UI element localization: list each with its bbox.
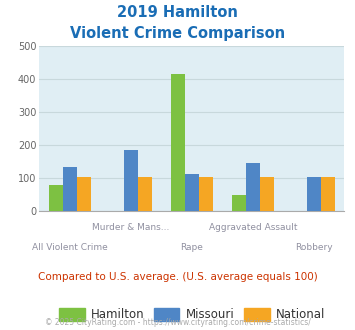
Bar [124, 150, 138, 211]
Bar [77, 177, 91, 211]
Bar [307, 177, 321, 211]
Text: Robbery: Robbery [295, 243, 333, 251]
Bar [246, 163, 260, 211]
Text: Aggravated Assault: Aggravated Assault [208, 223, 297, 232]
Text: All Violent Crime: All Violent Crime [32, 243, 108, 251]
Bar [185, 174, 199, 211]
Text: © 2025 CityRating.com - https://www.cityrating.com/crime-statistics/: © 2025 CityRating.com - https://www.city… [45, 318, 310, 327]
Bar [49, 185, 62, 211]
Text: Murder & Mans...: Murder & Mans... [92, 223, 169, 232]
Bar [321, 177, 335, 211]
Text: Rape: Rape [180, 243, 203, 251]
Legend: Hamilton, Missouri, National: Hamilton, Missouri, National [54, 303, 329, 326]
Text: 2019 Hamilton: 2019 Hamilton [117, 5, 238, 20]
Text: Compared to U.S. average. (U.S. average equals 100): Compared to U.S. average. (U.S. average … [38, 272, 317, 282]
Bar [62, 167, 77, 211]
Bar [199, 177, 213, 211]
Bar [260, 177, 274, 211]
Bar [232, 195, 246, 211]
Text: Violent Crime Comparison: Violent Crime Comparison [70, 26, 285, 41]
Bar [138, 177, 152, 211]
Bar [171, 74, 185, 211]
